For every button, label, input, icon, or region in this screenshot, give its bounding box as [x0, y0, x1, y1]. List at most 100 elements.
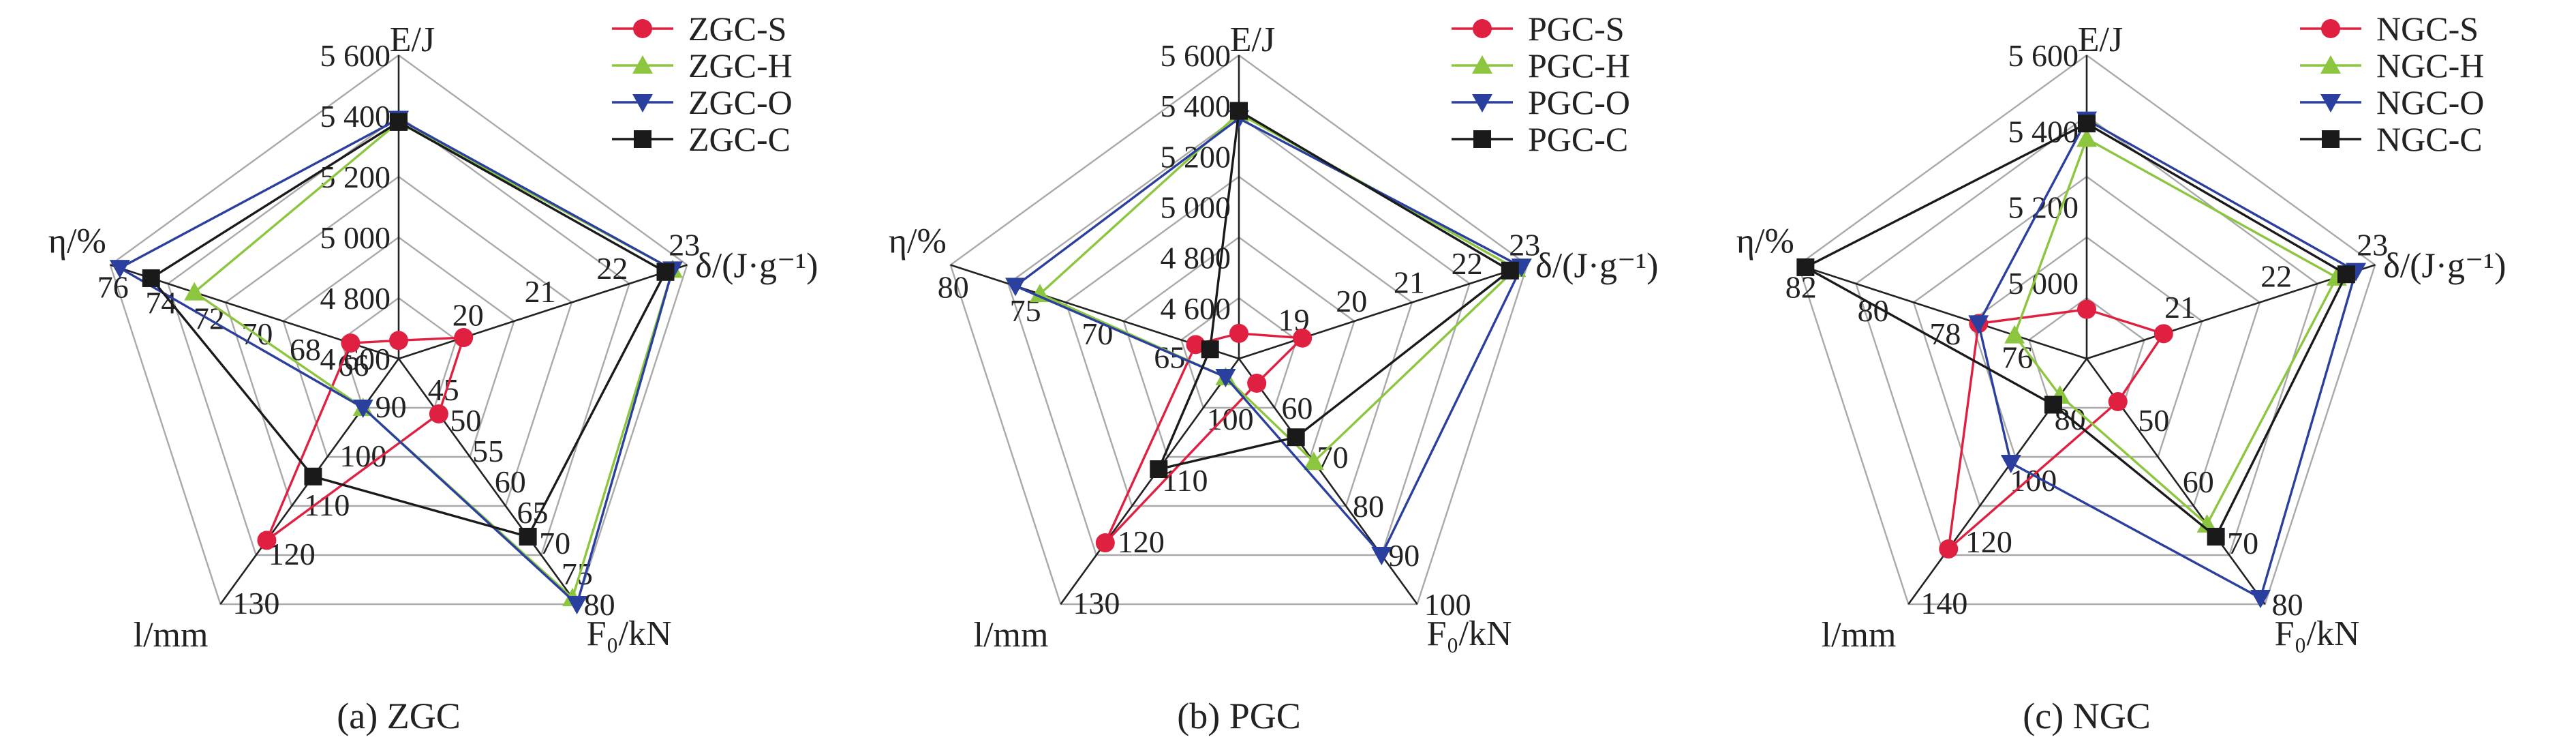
- tick-label: 65: [517, 495, 548, 530]
- data-point-pgc-o: [1215, 369, 1236, 388]
- series-pgc-h: [1029, 103, 1527, 471]
- data-point-zgc-c: [390, 113, 408, 131]
- axis-label-delta: δ/(J·g⁻¹): [695, 246, 818, 285]
- tick-label: 23: [1509, 227, 1540, 262]
- tick-label: 55: [472, 434, 504, 468]
- tick-label: 5 400: [1161, 89, 1231, 123]
- grid-ring: [949, 54, 1529, 606]
- data-point-pgc-s: [1186, 335, 1206, 355]
- data-point-zgc-c: [142, 269, 160, 287]
- data-point-ngc-o: [1968, 315, 1989, 334]
- tick-label: 5 400: [320, 99, 391, 134]
- tick-label: 21: [525, 274, 556, 309]
- axis-label-length: l/mm: [974, 616, 1049, 655]
- legend-marker: [1473, 19, 1492, 38]
- tick-label: 5 600: [1161, 38, 1231, 73]
- tick-label: 110: [1162, 463, 1208, 498]
- tick-label: 5 600: [2008, 38, 2079, 73]
- data-point-pgc-c: [1230, 102, 1248, 120]
- legend-marker: [632, 94, 653, 113]
- tick-label: 78: [1929, 316, 1961, 351]
- tick-label: 80: [938, 269, 969, 304]
- tick-label: 66: [337, 348, 369, 383]
- grid-ring: [1970, 236, 2203, 458]
- legend-label: PGC-O: [1528, 83, 1630, 121]
- axis-label-energy: E/J: [2078, 20, 2123, 59]
- series-ngc-s: [1939, 299, 2173, 559]
- data-point-ngc-s: [2153, 324, 2173, 344]
- tick-label: 50: [450, 403, 481, 438]
- data-point-zgc-c: [656, 263, 675, 281]
- axis-label-length: l/mm: [1822, 616, 1897, 655]
- data-point-zgc-s: [454, 328, 474, 348]
- legend-marker: [634, 130, 651, 148]
- grid-ring: [1912, 175, 2261, 507]
- tick-label: 100: [339, 438, 386, 473]
- data-point-pgc-c: [1201, 340, 1219, 359]
- tick-label: 20: [453, 298, 484, 333]
- legend-marker: [1472, 94, 1492, 113]
- tick-label: 5 000: [1161, 190, 1231, 225]
- tick-label: 80: [2272, 587, 2303, 622]
- legend-item-ngc-c: NGC-C: [2300, 120, 2483, 158]
- tick-label: 70: [539, 526, 570, 561]
- legend-item-ngc-o: NGC-O: [2300, 83, 2484, 121]
- legend-marker: [2321, 19, 2340, 38]
- data-point-ngc-c: [2207, 528, 2225, 546]
- axis-label-energy: E/J: [390, 20, 435, 59]
- axis-label-energy: E/J: [1230, 20, 1275, 59]
- tick-label: 80: [584, 587, 615, 622]
- legend-item-pgc-c: PGC-C: [1452, 120, 1628, 158]
- legend-label: NGC-S: [2376, 10, 2479, 48]
- panel-caption: (c) NGC: [2023, 696, 2150, 736]
- legend-item-zgc-s: ZGC-S: [612, 10, 786, 48]
- data-point-ngc-c: [2337, 265, 2355, 284]
- axis-label-eta: η/%: [1736, 222, 1794, 260]
- axis-label-eta: η/%: [48, 222, 106, 260]
- tick-label: 21: [1394, 265, 1425, 299]
- data-point-pgc-s: [1095, 533, 1115, 553]
- grid-ring: [1122, 236, 1355, 458]
- tick-label: 70: [2227, 526, 2258, 561]
- data-point-zgc-c: [304, 467, 322, 486]
- series-ngc-c: [1796, 115, 2355, 546]
- tick-label: 100: [2010, 463, 2057, 498]
- legend-label: ZGC-C: [688, 120, 791, 158]
- data-point-pgc-h: [1029, 284, 1050, 303]
- panel-caption: (b) PGC: [1177, 696, 1301, 736]
- data-point-ngc-s: [2108, 392, 2128, 412]
- axis-label-eta: η/%: [889, 222, 947, 260]
- tick-label: 60: [1281, 391, 1313, 426]
- legend-marker: [1473, 130, 1491, 148]
- legend-label: NGC-C: [2376, 120, 2483, 158]
- data-point-zgc-h: [184, 282, 205, 301]
- axis-label-delta: δ/(J·g⁻¹): [1535, 246, 1658, 285]
- tick-label: 60: [2183, 464, 2214, 499]
- data-point-ngc-h: [2076, 128, 2097, 147]
- legend-label: PGC-H: [1528, 46, 1630, 85]
- data-point-zgc-o: [109, 260, 130, 279]
- legend-item-zgc-c: ZGC-C: [612, 120, 791, 158]
- data-point-ngc-s: [1939, 539, 1959, 559]
- tick-label: 60: [495, 464, 526, 499]
- series-line-pgc-o: [1013, 117, 1524, 558]
- grid-ring: [282, 236, 515, 458]
- data-point-pgc-c: [1287, 428, 1305, 447]
- legend-label: NGC-H: [2376, 46, 2484, 85]
- tick-label: 130: [232, 586, 279, 621]
- grid-ring: [339, 297, 458, 409]
- tick-label: 4 600: [1161, 291, 1231, 326]
- data-point-zgc-o: [566, 596, 587, 615]
- tick-label: 120: [269, 537, 316, 571]
- data-point-zgc-s: [341, 333, 361, 353]
- grid-ring: [167, 115, 630, 556]
- axis-spoke: [398, 264, 688, 360]
- axis-label-force: F₀/kN: [2275, 614, 2360, 653]
- data-point-ngc-s: [2077, 299, 2096, 319]
- data-point-pgc-c: [1501, 261, 1519, 280]
